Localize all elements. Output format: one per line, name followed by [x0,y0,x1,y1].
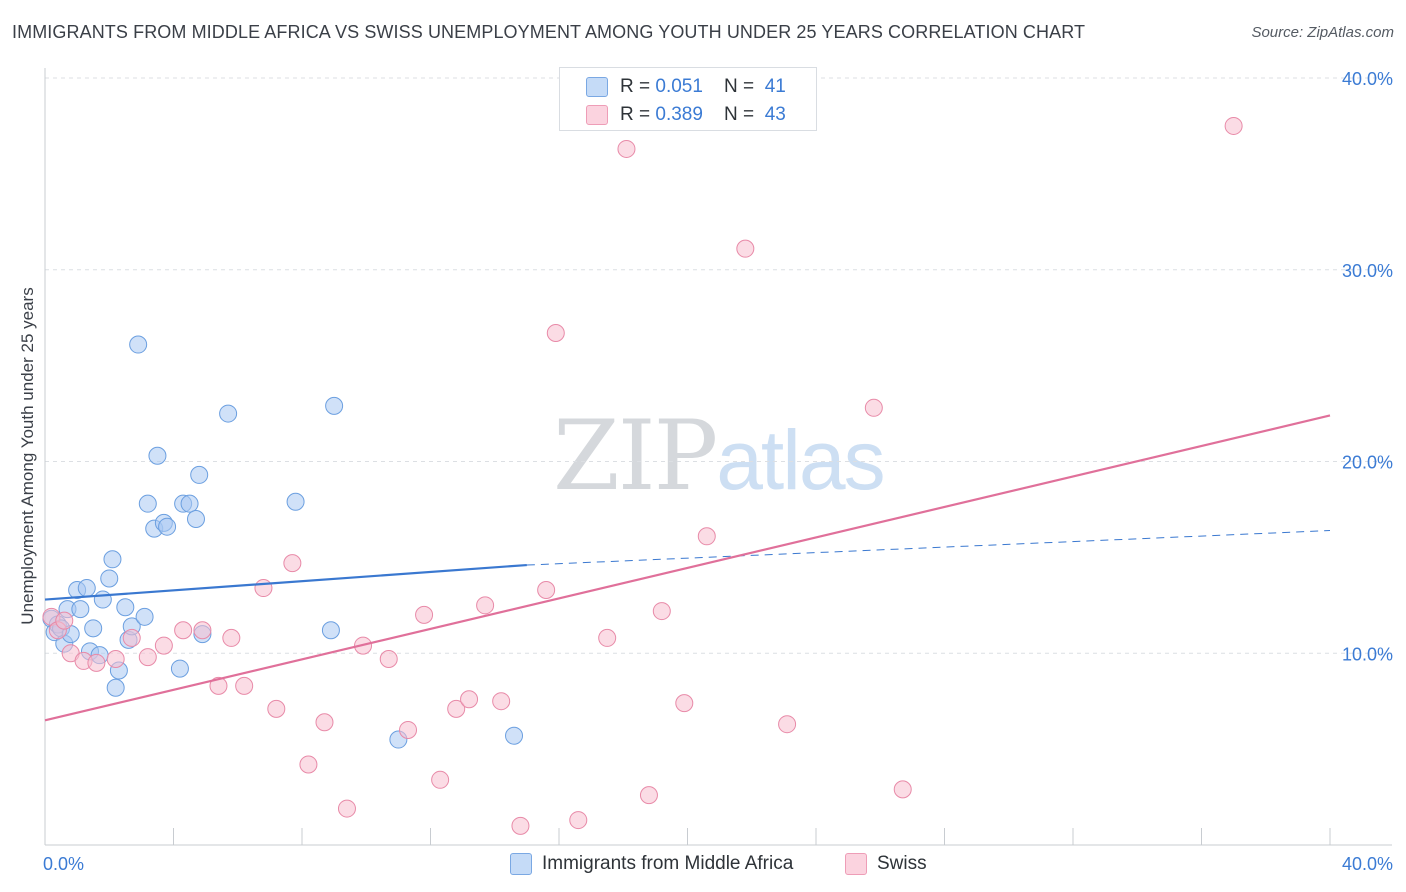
data-point-swiss [617,139,636,158]
data-point-swiss [174,621,193,640]
data-point-swiss [235,676,254,695]
data-point-middle-africa [93,590,112,609]
legend-stats-swiss: R = 0.389 N = 43 [620,104,786,126]
y-tick-label: 40.0% [1342,69,1393,89]
data-point-swiss [379,650,398,669]
legend-n-label: N = [724,76,760,97]
data-point-middle-africa [129,335,148,354]
data-point-swiss [546,324,565,343]
data-point-swiss [87,653,106,672]
data-point-swiss [569,811,588,830]
data-point-swiss [399,720,418,739]
data-point-swiss [652,602,671,621]
data-point-swiss [254,579,273,598]
data-point-swiss [299,755,318,774]
legend-n-value: 41 [764,76,786,97]
bottom-legend-label-middle-africa: Immigrants from Middle Africa [542,853,794,874]
data-point-middle-africa [148,446,167,465]
data-point-swiss [283,554,302,573]
data-point-middle-africa [116,598,135,617]
data-point-middle-africa [219,404,238,423]
data-point-swiss [778,715,797,734]
y-tick-label: 20.0% [1342,453,1393,473]
data-point-middle-africa [106,678,125,697]
trend-line-extension-middle-africa [526,530,1331,566]
data-point-swiss [267,699,286,718]
data-point-middle-africa [100,569,119,588]
legend-r-value: 0.051 [655,76,703,97]
data-point-middle-africa [170,659,189,678]
trend-line-swiss [44,414,1331,722]
y-axis-label: Unemployment Among Youth under 25 years [18,287,37,625]
data-point-swiss [697,527,716,546]
chart-title: IMMIGRANTS FROM MIDDLE AFRICA VS SWISS U… [12,22,1086,42]
x-tick-label: 40.0% [1342,854,1393,874]
data-point-swiss [492,692,511,711]
bottom-legend-swiss: Swiss [845,851,927,877]
data-point-middle-africa [190,465,209,484]
legend-r-label: R = [620,76,656,97]
legend-swatch-middle-africa [586,77,608,97]
data-point-swiss [222,628,241,647]
y-tick-label: 10.0% [1342,644,1393,664]
correlation-legend: R = 0.051 N = 41 R = 0.389 N = 43 [559,67,817,131]
source-label: Source: ZipAtlas.com [1251,24,1394,41]
data-point-middle-africa [158,517,177,536]
legend-r-value: 0.389 [655,104,703,125]
data-point-middle-africa [77,579,96,598]
data-point-swiss [415,605,434,624]
data-point-swiss [138,648,157,667]
data-point-swiss [675,694,694,713]
data-point-swiss [598,628,617,647]
data-point-swiss [431,770,450,789]
bottom-legend-swatch-swiss [845,853,867,875]
data-point-middle-africa [286,492,305,511]
bottom-legend-swatch-middle-africa [510,853,532,875]
data-point-swiss [337,799,356,818]
data-point-middle-africa [138,494,157,513]
watermark: ZIPatlas [553,400,886,512]
data-point-swiss [193,621,212,640]
watermark-atlas: atlas [716,413,885,507]
data-point-swiss [639,786,658,805]
watermark-zip: ZIP [553,400,718,512]
data-point-middle-africa [135,607,154,626]
data-point-swiss [122,628,141,647]
data-point-middle-africa [321,621,340,640]
legend-swatch-swiss [586,105,608,125]
data-point-middle-africa [71,600,90,619]
data-point-swiss [476,596,495,615]
data-point-middle-africa [180,494,199,513]
data-point-swiss [460,690,479,709]
legend-n-value: 43 [764,104,786,125]
data-point-swiss [893,780,912,799]
data-point-middle-africa [84,619,103,638]
data-point-swiss [447,699,466,718]
data-point-swiss [736,239,755,258]
data-point-swiss [864,398,883,417]
data-point-swiss [315,713,334,732]
data-point-swiss [55,611,74,630]
data-point-swiss [537,580,556,599]
legend-stats-middle-africa: R = 0.051 N = 41 [620,76,786,98]
data-point-swiss [209,676,228,695]
data-point-middle-africa [186,510,205,529]
legend-r-label: R = [620,104,656,125]
data-point-swiss [511,816,530,835]
data-point-swiss [1224,116,1243,135]
legend-n-label: N = [724,104,760,125]
x-tick-label: 0.0% [43,854,84,874]
data-point-middle-africa [325,396,344,415]
trend-line-middle-africa [44,563,527,601]
y-tick-label: 30.0% [1342,261,1393,281]
bottom-legend-middle-africa: Immigrants from Middle Africa [510,851,793,877]
data-point-swiss [154,636,173,655]
bottom-legend-label-swiss: Swiss [877,853,927,874]
data-point-middle-africa [505,726,524,745]
data-point-middle-africa [103,550,122,569]
data-point-swiss [106,650,125,669]
